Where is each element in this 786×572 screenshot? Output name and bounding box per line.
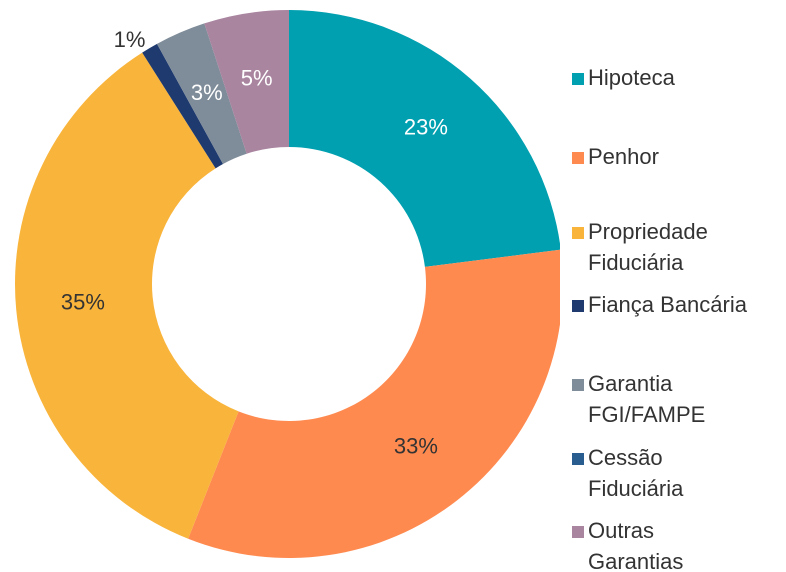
data-label: 3% [191,80,223,105]
legend-swatch [572,300,584,312]
donut-slice [204,10,289,154]
legend-item: Hipoteca [572,65,762,93]
data-label: 1% [114,27,146,52]
legend-item: Fiança Bancária [572,292,762,320]
legend-label: Cessão Fiduciária [588,445,684,501]
donut-slice [188,249,560,558]
legend-swatch [572,526,584,538]
legend-swatch [572,453,584,465]
donut-slice [289,10,560,267]
legend-label: Propriedade Fiduciária [588,219,708,275]
legend-swatch [572,152,584,164]
donut-slice [142,43,223,169]
legend-item: Garantia FGI/FAMPE [572,371,762,430]
data-label: 23% [404,115,448,140]
donut-slice [156,23,247,164]
legend-item: Outras Garantias [572,518,762,572]
legend-swatch [572,73,584,85]
data-label: 35% [61,289,105,314]
legend-swatch [572,379,584,391]
legend-label: Garantia FGI/FAMPE [588,371,706,427]
legend-label: Penhor [588,144,659,169]
legend-label: Fiança Bancária [588,292,747,317]
donut-plot: 23% 33% 35% 1% 3% 5% [15,10,560,558]
legend-item: Cessão Fiduciária [572,445,762,504]
legend-item: Propriedade Fiduciária [572,219,762,278]
donut-slice [15,52,239,539]
data-label: 5% [241,65,273,90]
legend-label: Outras Garantias [588,518,684,572]
legend-item: Penhor [572,144,762,172]
data-label: 33% [394,433,438,458]
legend-label: Hipoteca [588,65,675,90]
legend-swatch [572,227,584,239]
